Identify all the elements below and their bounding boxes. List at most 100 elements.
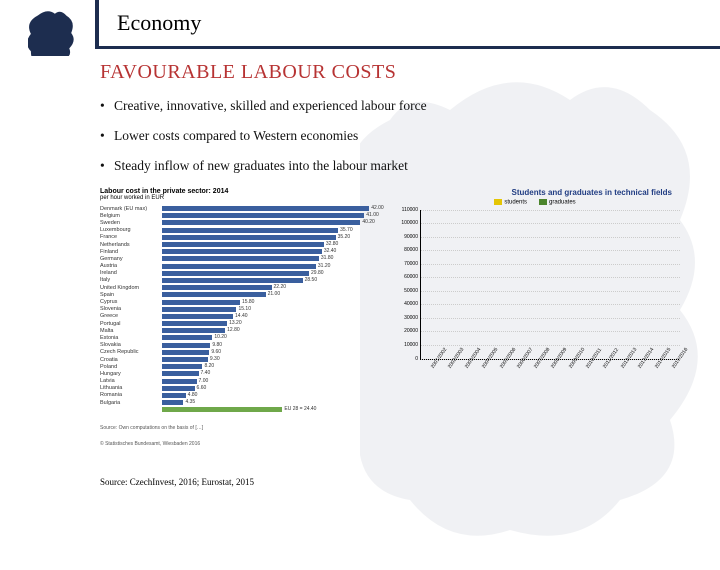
hbar-fill	[162, 350, 209, 355]
hbar-fill	[162, 321, 227, 326]
hbar-label: Croatia	[100, 357, 162, 363]
hbar-fill	[162, 285, 272, 290]
hbar-fill	[162, 393, 186, 398]
page-title: Economy	[117, 10, 201, 36]
students-graduates-chart: Students and graduates in technical fiel…	[390, 188, 680, 447]
grid-line	[421, 331, 680, 332]
hbar-label: Poland	[100, 364, 162, 370]
hbar-fill	[162, 206, 369, 211]
hbar-value: 10.20	[214, 334, 227, 340]
hbar-fill	[162, 213, 364, 218]
hbar-row: Spain 21.00	[100, 291, 384, 298]
hbar-label: Greece	[100, 313, 162, 319]
hbar-label: France	[100, 234, 162, 240]
charts-row: Labour cost in the private sector: 2014 …	[100, 188, 680, 447]
grid-line	[421, 304, 680, 305]
hbar-track: 40.20	[162, 220, 384, 225]
hbar-row: Portugal13.20	[100, 320, 384, 327]
grid-line	[421, 318, 680, 319]
chart-title: Students and graduates in technical fiel…	[390, 188, 680, 197]
y-tick-label: 40000	[404, 301, 418, 307]
hbar-track: 6.60	[162, 386, 384, 391]
chart-footnote: Source: Own computations on the basis of…	[100, 425, 384, 431]
hbar-fill	[162, 235, 336, 240]
hbar-row: Germany31.80	[100, 255, 384, 262]
hbar-track: 28.50	[162, 278, 384, 283]
hbar-row: Netherlands 32.80	[100, 241, 384, 248]
hbar-row: Latvia7.00	[100, 378, 384, 385]
hbar-track: 14.40	[162, 314, 384, 319]
chart-footnote: © Statistisches Bundesamt, Wiesbaden 201…	[100, 441, 384, 447]
hbar-label: Malta	[100, 328, 162, 334]
hbar-track: 32.40	[162, 249, 384, 254]
grid-line	[421, 359, 680, 360]
y-tick-label: 90000	[404, 234, 418, 240]
hbar-label: Lithuania	[100, 385, 162, 391]
grid-line	[421, 264, 680, 265]
legend-item: students	[494, 199, 527, 206]
hbar-value: 4.80	[188, 392, 198, 398]
hbar-label: Germany	[100, 256, 162, 262]
hbar-value: 22.20	[274, 284, 287, 290]
grid-line	[421, 291, 680, 292]
hbar-label: Estonia	[100, 335, 162, 341]
hbar-row: United Kingdom22.20	[100, 284, 384, 291]
hbar-value: 9.80	[212, 342, 222, 348]
y-tick-label: 0	[415, 356, 418, 362]
hbar-track: 4.35	[162, 400, 384, 405]
hbar-label: Cyprus	[100, 299, 162, 305]
hbar-track: 15.80	[162, 300, 384, 305]
hbar-label: Slovenia	[100, 306, 162, 312]
hbar-label: Spain	[100, 292, 162, 298]
hbar-value: 12.80	[227, 327, 240, 333]
hbar-fill	[162, 278, 303, 283]
hbar-fill	[162, 249, 322, 254]
hbar-value: 6.60	[197, 385, 207, 391]
hbar-track: 13.20	[162, 321, 384, 326]
hbar-row: Ireland29.80	[100, 270, 384, 277]
hbar-row: Finland32.40	[100, 248, 384, 255]
hbar-track: 29.80	[162, 271, 384, 276]
hbar-label: Denmark (EU max)	[100, 206, 162, 212]
hbar-fill	[162, 228, 338, 233]
hbar-track: 9.60	[162, 350, 384, 355]
hbar-value: 42.00	[371, 205, 384, 211]
hbar-track: 35.20	[162, 235, 384, 240]
hbar-row: Belgium41.00	[100, 212, 384, 219]
hbar-fill	[162, 300, 240, 305]
labour-cost-chart: Labour cost in the private sector: 2014 …	[100, 188, 384, 447]
hbar-label: Italy	[100, 277, 162, 283]
hbar-fill	[162, 256, 319, 261]
hbar-value: 15.80	[242, 299, 255, 305]
grid-line	[421, 250, 680, 251]
content: FAVOURABLE LABOUR COSTS Creative, innova…	[0, 53, 720, 487]
hbar-label: Ireland	[100, 270, 162, 276]
hbar-avg-row: EU 28 = 24.40	[100, 406, 384, 413]
y-tick-label: 10000	[404, 342, 418, 348]
hbar-fill	[162, 357, 208, 362]
y-tick-label: 60000	[404, 274, 418, 280]
hbar-track: 21.00	[162, 292, 384, 297]
hbar-fill	[162, 335, 212, 340]
hbar-value: 21.00	[268, 291, 281, 297]
legend-swatch	[494, 199, 502, 205]
hbar-value: 32.80	[326, 241, 339, 247]
hbar-row: Cyprus 15.80	[100, 298, 384, 305]
hbar-fill	[162, 386, 195, 391]
hbar-label: Netherlands	[100, 242, 162, 248]
chart-legend: studentsgraduates	[390, 199, 680, 206]
hbar-value: 41.00	[366, 212, 379, 218]
hbar-label: Finland	[100, 249, 162, 255]
chart-title: Labour cost in the private sector: 2014	[100, 188, 384, 195]
hbar-label: Latvia	[100, 378, 162, 384]
section-subtitle: FAVOURABLE LABOUR COSTS	[100, 61, 680, 84]
hbar-fill	[162, 264, 316, 269]
hbar-fill	[162, 343, 210, 348]
hbar-label: Czech Republic	[100, 349, 162, 355]
grid-line	[421, 237, 680, 238]
y-tick-label: 80000	[404, 247, 418, 253]
hbar-fill	[162, 292, 266, 297]
grid-line	[421, 210, 680, 211]
hbar-fill	[162, 271, 309, 276]
hbar-row: Greece14.40	[100, 313, 384, 320]
